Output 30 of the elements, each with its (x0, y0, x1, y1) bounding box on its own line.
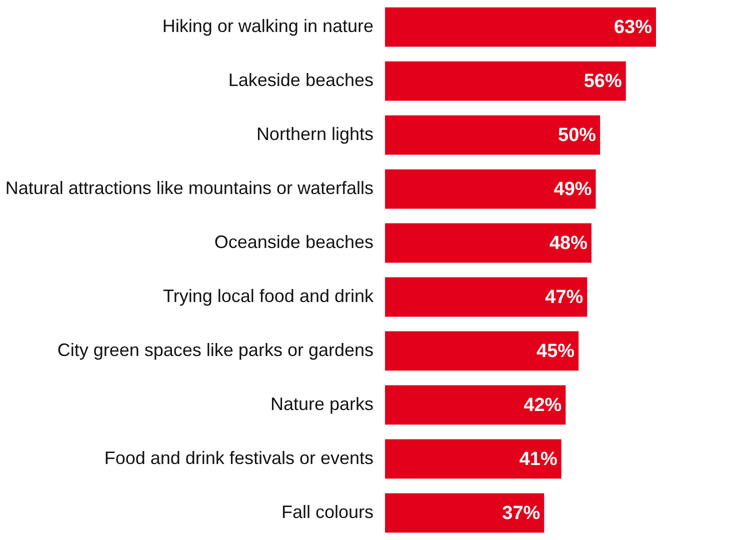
bar (385, 439, 562, 479)
y-tick-label: Oceanside beaches (214, 232, 374, 252)
y-tick-label: Northern lights (256, 124, 374, 144)
y-tick-label: Nature parks (270, 394, 374, 414)
bar (385, 61, 626, 101)
bar (385, 385, 566, 425)
y-tick-label: Hiking or walking in nature (162, 16, 374, 36)
y-tick-label: City green spaces like parks or gardens (57, 340, 374, 360)
data-label: 49% (554, 179, 592, 200)
data-label: 45% (536, 340, 575, 362)
y-tick-label: Trying local food and drink (163, 286, 374, 306)
y-tick-label: Fall colours (281, 502, 374, 522)
bar (385, 223, 592, 263)
bar (385, 115, 600, 155)
y-tick-label: Natural attractions like mountains or waterfalls (5, 178, 374, 198)
data-label: 37% (502, 502, 540, 524)
data-label: 47% (545, 286, 584, 308)
bar (385, 277, 588, 317)
bar (385, 169, 596, 209)
data-label: 50% (558, 125, 596, 146)
data-label: 48% (549, 233, 588, 254)
data-label: 42% (524, 394, 562, 416)
bar (385, 331, 579, 371)
data-label: 63% (614, 17, 652, 38)
data-label: 56% (584, 71, 622, 92)
bar (385, 7, 656, 47)
y-tick-label: Lakeside beaches (228, 70, 374, 90)
bar (385, 493, 544, 533)
y-tick-label: Food and drink festivals or events (104, 448, 374, 468)
data-label: 41% (519, 448, 558, 470)
